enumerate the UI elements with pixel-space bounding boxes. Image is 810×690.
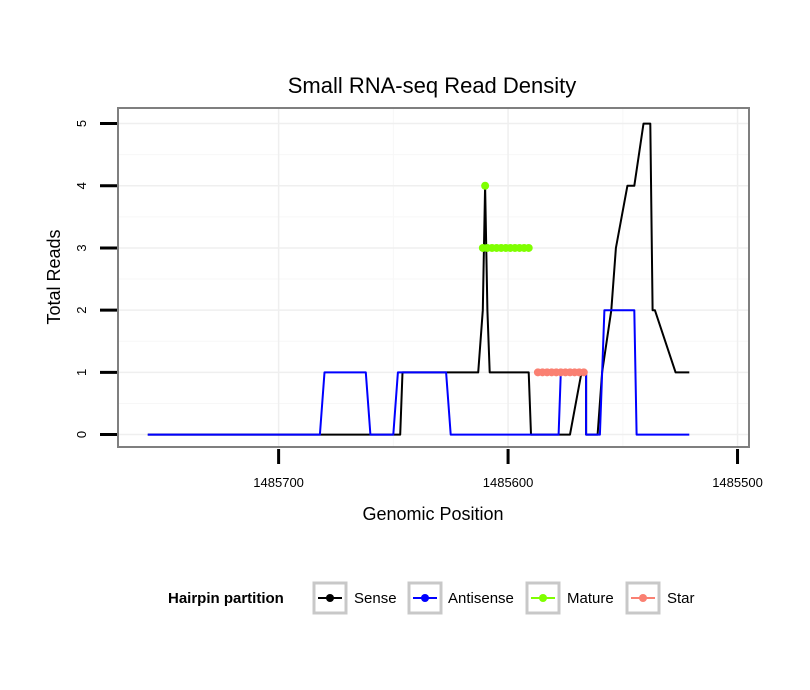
legend-key-point bbox=[639, 594, 647, 602]
y-axis: 0 1 2 3 4 5 bbox=[74, 120, 117, 438]
y-tick-label: 3 bbox=[74, 244, 89, 251]
plot-panel bbox=[118, 108, 749, 447]
y-tick-label: 4 bbox=[74, 182, 89, 189]
legend-label-star: Star bbox=[667, 590, 695, 607]
series-layer bbox=[147, 122, 690, 436]
y-axis-title: Total Reads bbox=[44, 229, 64, 324]
legend-label-antisense: Antisense bbox=[448, 590, 514, 607]
y-tick-label: 1 bbox=[74, 369, 89, 376]
y-tick-label: 2 bbox=[74, 307, 89, 314]
y-tick-label: 0 bbox=[74, 431, 89, 438]
chart-title: Small RNA-seq Read Density bbox=[288, 73, 577, 98]
y-tick-label: 5 bbox=[74, 120, 89, 127]
legend-key-point bbox=[421, 594, 429, 602]
legend-key-point bbox=[326, 594, 334, 602]
x-tick-label: 1485600 bbox=[483, 475, 534, 490]
data-point-mature bbox=[481, 181, 490, 190]
x-tick-label: 1485500 bbox=[712, 475, 763, 490]
legend-key-point bbox=[539, 594, 547, 602]
x-axis-title: Genomic Position bbox=[362, 504, 503, 524]
legend: Hairpin partition Sense Antisense Mature St… bbox=[168, 581, 695, 615]
series-line-antisense bbox=[147, 309, 690, 436]
data-point-mature bbox=[524, 243, 533, 252]
legend-label-sense: Sense bbox=[354, 590, 397, 607]
plot-border bbox=[117, 107, 750, 448]
panel-background bbox=[118, 108, 749, 447]
x-tick-label: 1485700 bbox=[253, 475, 304, 490]
x-axis: 1485700 1485600 1485500 bbox=[253, 449, 763, 490]
legend-title: Hairpin partition bbox=[168, 590, 284, 607]
data-point-star bbox=[579, 368, 588, 377]
legend-label-mature: Mature bbox=[567, 590, 614, 607]
